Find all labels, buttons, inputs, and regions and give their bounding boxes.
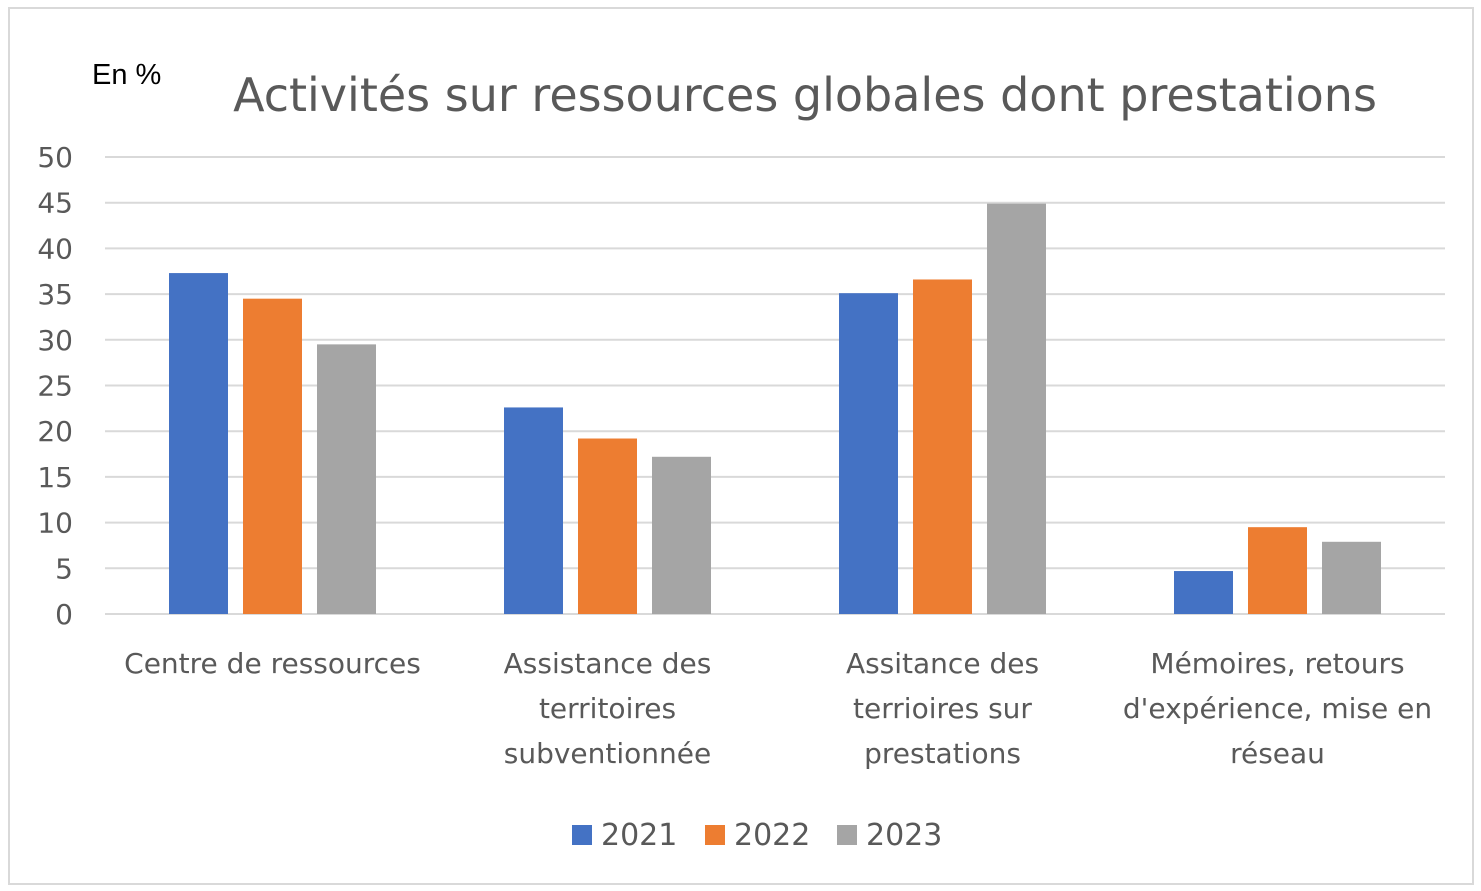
- bar-2022-2: [913, 279, 972, 614]
- category-label: prestations: [864, 737, 1021, 770]
- y-tick-label: 50: [37, 141, 73, 174]
- y-tick-label: 35: [37, 278, 73, 311]
- y-tick-label: 15: [37, 461, 73, 494]
- bar-2021-2: [839, 293, 898, 614]
- legend: 2021 2022 2023: [572, 818, 942, 853]
- y-tick-label: 10: [37, 507, 73, 540]
- y-tick-label: 40: [37, 232, 73, 265]
- category-label: Centre de ressources: [124, 647, 421, 680]
- y-tick-label: 20: [37, 415, 73, 448]
- legend-swatch-2023: [837, 825, 857, 845]
- y-tick-label: 45: [37, 187, 73, 220]
- y-tick-label: 25: [37, 370, 73, 403]
- x-axis-categories: Centre de ressources Assistance des territ…: [124, 647, 1432, 770]
- bar-2022-0: [243, 298, 302, 614]
- bar-2021-0: [169, 273, 228, 614]
- bar-2023-0: [317, 344, 376, 614]
- chart-title: Activités sur ressources globales dont p…: [233, 68, 1377, 122]
- category-label: Mémoires, retours: [1150, 647, 1404, 680]
- legend-swatch-2022: [705, 825, 725, 845]
- bars: [169, 203, 1381, 614]
- y-axis-ticks: 0 5 10 15 20 25 30 35 40 45 50: [37, 141, 73, 631]
- bar-2023-3: [1322, 541, 1381, 614]
- category-label: subventionnée: [504, 737, 711, 770]
- legend-swatch-2021: [572, 825, 592, 845]
- bar-2023-2: [987, 203, 1046, 614]
- legend-label: 2021: [601, 818, 677, 853]
- y-tick-label: 0: [55, 598, 73, 631]
- legend-label: 2022: [734, 818, 810, 853]
- unit-label: En %: [92, 59, 161, 91]
- category-label: d'expérience, mise en: [1123, 692, 1432, 725]
- category-label: territoires: [539, 692, 676, 725]
- bar-2021-1: [504, 407, 563, 614]
- category-label: Assitance des: [846, 647, 1039, 680]
- bar-2022-3: [1248, 527, 1307, 614]
- category-label: terrioires sur: [853, 692, 1032, 725]
- category-label: Assistance des: [504, 647, 712, 680]
- legend-label: 2023: [866, 818, 942, 853]
- y-tick-label: 5: [55, 552, 73, 585]
- gridlines: [105, 156, 1445, 615]
- bar-2023-1: [652, 456, 711, 614]
- category-label: réseau: [1230, 737, 1325, 770]
- bar-2021-3: [1174, 571, 1233, 614]
- y-tick-label: 30: [37, 324, 73, 357]
- bar-2022-1: [578, 438, 637, 614]
